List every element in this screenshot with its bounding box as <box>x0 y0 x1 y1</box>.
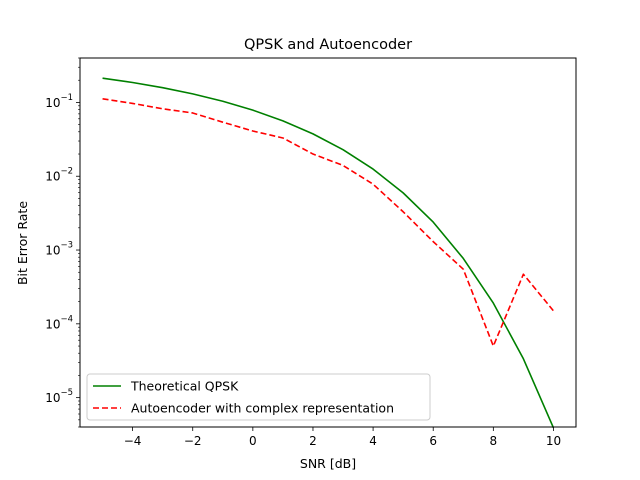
series-line-2 <box>102 98 555 347</box>
x-tick-label: −4 <box>124 434 142 448</box>
x-axis-label: SNR [dB] <box>300 456 356 471</box>
y-tick-label: 10−2 <box>45 167 73 184</box>
x-tick-label: 6 <box>429 434 437 448</box>
y-axis-label: Bit Error Rate <box>15 201 30 285</box>
y-tick-label: 10−5 <box>45 388 73 405</box>
legend-label-1: Theoretical QPSK <box>130 379 239 394</box>
y-axis: 10−5 10−4 10−3 10−2 10−1 <box>45 57 80 428</box>
plot-area <box>102 77 555 429</box>
y-tick-label: 10−1 <box>45 93 73 110</box>
y-tick-label: 10−3 <box>45 241 73 258</box>
legend-label-2: Autoencoder with complex representation <box>131 401 394 416</box>
y-tick-label: 10−4 <box>45 314 73 331</box>
x-tick-label: 2 <box>309 434 317 448</box>
x-tick-label: 4 <box>369 434 377 448</box>
x-tick-label: 0 <box>249 434 257 448</box>
chart-title: QPSK and Autoencoder <box>244 37 412 53</box>
x-tick-label: 10 <box>546 434 561 448</box>
axes-frame <box>79 57 577 428</box>
legend: Theoretical QPSK Autoencoder with complex… <box>86 373 431 421</box>
x-tick-label: −2 <box>184 434 202 448</box>
x-axis: −4 −2 0 2 4 6 8 10 <box>124 427 561 448</box>
series-line-1 <box>102 77 555 429</box>
x-tick-label: 8 <box>490 434 498 448</box>
legend-box <box>86 373 431 421</box>
